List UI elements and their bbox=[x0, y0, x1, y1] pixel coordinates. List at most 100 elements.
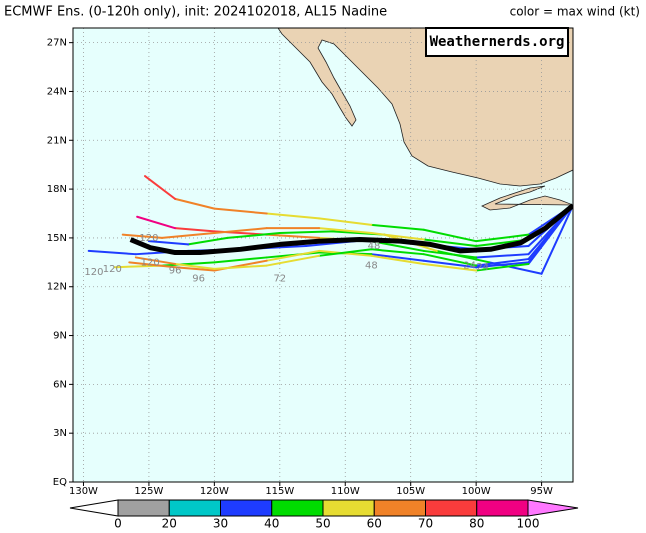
colorbar-box bbox=[117, 499, 170, 517]
x-tick-label: 115W bbox=[265, 486, 294, 497]
track-segment bbox=[370, 223, 425, 231]
watermark: Weathernerds.org bbox=[430, 34, 565, 50]
track-segment bbox=[265, 254, 321, 267]
track-segment bbox=[174, 266, 216, 272]
mean-track bbox=[129, 203, 573, 256]
hour-label: 24 bbox=[476, 262, 489, 273]
track-segment bbox=[488, 261, 543, 275]
track-segment bbox=[475, 253, 530, 259]
track-segment bbox=[370, 254, 425, 265]
map-frame bbox=[72, 27, 574, 483]
track-segment bbox=[422, 238, 478, 248]
track-segment bbox=[121, 233, 164, 239]
track-segment bbox=[370, 232, 425, 241]
hour-label: 72 bbox=[273, 274, 286, 285]
colorbar-label: 20 bbox=[162, 517, 177, 531]
hour-label: 120 bbox=[103, 264, 122, 275]
track-segment bbox=[435, 249, 491, 264]
y-tick-label: 9N bbox=[53, 331, 67, 342]
y-tick-label: 18N bbox=[47, 184, 67, 195]
hour-label: 96 bbox=[169, 265, 182, 276]
track-segment bbox=[540, 204, 573, 275]
legend-title: color = max wind (kt) bbox=[510, 5, 640, 19]
colorbar-box bbox=[476, 499, 529, 517]
y-tick-label: EQ bbox=[53, 477, 67, 488]
track-segment bbox=[422, 259, 478, 269]
x-tick-label: 130W bbox=[69, 486, 98, 497]
colorbar-under bbox=[69, 499, 119, 517]
track-segment bbox=[134, 256, 177, 265]
track-segment bbox=[278, 230, 334, 235]
track-segment bbox=[370, 253, 425, 262]
x-tick-label: 110W bbox=[331, 486, 360, 497]
colorbar-label: 80 bbox=[469, 517, 484, 531]
track-segment bbox=[370, 248, 425, 256]
y-tick-label: 15N bbox=[47, 233, 67, 244]
colorbar-over bbox=[527, 499, 579, 517]
track-segment bbox=[87, 249, 137, 256]
track-segment bbox=[174, 227, 216, 233]
track-segment bbox=[213, 256, 268, 264]
track-segment bbox=[161, 261, 216, 267]
x-tick-label: 100W bbox=[462, 486, 491, 497]
track-segment bbox=[147, 240, 190, 246]
track-segment bbox=[422, 262, 478, 272]
y-tick-label: 21N bbox=[47, 135, 67, 146]
colorbar-label: 40 bbox=[264, 517, 279, 531]
track-segment bbox=[128, 261, 177, 269]
track-segment bbox=[318, 217, 373, 226]
y-tick-label: 6N bbox=[53, 379, 67, 390]
x-tick-label: 105W bbox=[396, 486, 425, 497]
colorbar-label: 0 bbox=[114, 517, 122, 531]
track-segment bbox=[265, 249, 321, 262]
track-segment bbox=[475, 262, 530, 272]
colorbar-label: 50 bbox=[315, 517, 330, 531]
y-tick-label: 27N bbox=[47, 38, 67, 49]
track-segment bbox=[213, 264, 268, 270]
colorbar-box bbox=[271, 499, 324, 517]
hour-label: 120 bbox=[84, 267, 103, 278]
track-segment bbox=[136, 215, 177, 230]
y-tick-label: 24N bbox=[47, 86, 67, 97]
colorbar-box bbox=[168, 499, 221, 517]
x-tick-label: 125W bbox=[134, 486, 163, 497]
track-segment bbox=[422, 253, 478, 267]
x-tick-label: 95W bbox=[530, 486, 553, 497]
y-tick-label: 12N bbox=[47, 282, 67, 293]
track-segment bbox=[143, 175, 177, 200]
track-segment bbox=[161, 232, 216, 239]
colorbar-box bbox=[220, 499, 273, 517]
title: ECMWF Ens. (0-120h only), init: 20241020… bbox=[4, 5, 387, 20]
track-segment bbox=[174, 262, 216, 270]
track-segment bbox=[265, 233, 321, 239]
track-segment bbox=[265, 212, 321, 220]
track-segment bbox=[174, 197, 216, 210]
hour-label: 120 bbox=[139, 233, 158, 244]
track-segment bbox=[318, 227, 373, 235]
hour-label: 120 bbox=[141, 257, 160, 268]
y-tick-label: 3N bbox=[53, 428, 67, 439]
colorbar-label: 100 bbox=[517, 517, 540, 531]
watermark-box bbox=[425, 27, 569, 57]
colorbar-label: 30 bbox=[213, 517, 228, 531]
land bbox=[277, 28, 573, 211]
colorbar-label: 60 bbox=[367, 517, 382, 531]
hour-label: 24 bbox=[463, 261, 476, 272]
track-segment bbox=[422, 228, 478, 243]
track-segment bbox=[226, 232, 281, 239]
colorbar-label: 70 bbox=[418, 517, 433, 531]
colorbar-box bbox=[425, 499, 478, 517]
x-tick-label: 120W bbox=[200, 486, 229, 497]
colorbar-box bbox=[322, 499, 375, 517]
track-segment bbox=[213, 207, 268, 215]
hour-label: 48 bbox=[368, 241, 381, 252]
hour-label: 48 bbox=[365, 261, 378, 272]
track-segment bbox=[187, 236, 229, 246]
track-segment bbox=[213, 227, 268, 235]
hour-label: 96 bbox=[192, 274, 205, 285]
colorbar-box bbox=[373, 499, 426, 517]
track-segment bbox=[475, 258, 530, 267]
track-segment bbox=[475, 233, 530, 243]
